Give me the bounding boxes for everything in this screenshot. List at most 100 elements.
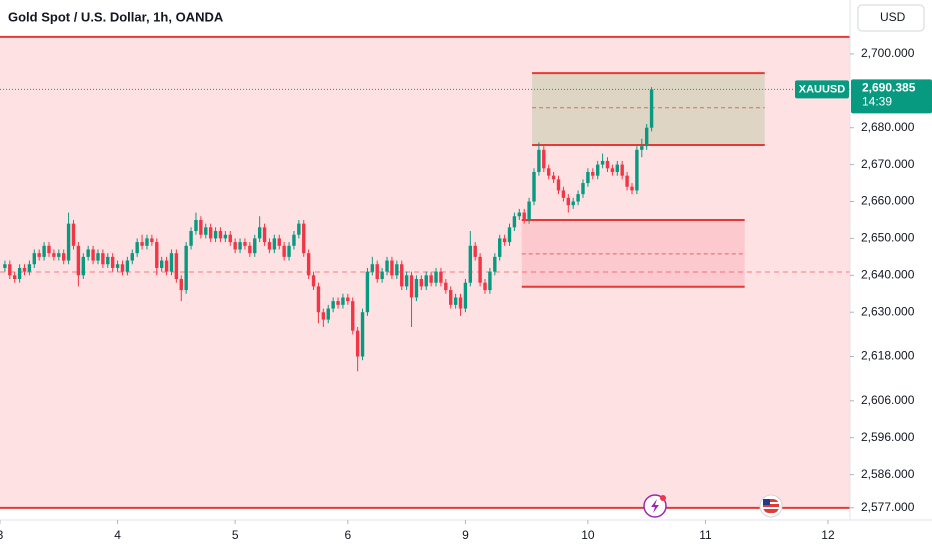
candle-body — [404, 275, 409, 287]
chart-title: Gold Spot / U.S. Dollar, 1h, OANDA — [8, 9, 224, 24]
candle-body — [150, 238, 154, 243]
candle-body — [649, 89, 654, 128]
candle-body — [145, 238, 149, 246]
zone — [521, 219, 745, 287]
candle-body — [615, 164, 619, 172]
y-tick-label: 2,680.000 — [861, 120, 915, 134]
candle-body — [595, 164, 600, 176]
symbol-label: XAUUSD — [799, 83, 846, 95]
candle-body — [463, 282, 468, 309]
zone — [532, 73, 765, 146]
candle-body — [507, 227, 512, 243]
event-flag[interactable] — [759, 494, 783, 518]
x-tick-label: 10 — [581, 528, 595, 542]
candle-body — [130, 253, 134, 261]
candle-body — [120, 264, 125, 272]
candle-body — [341, 297, 345, 305]
candle-body — [635, 149, 639, 191]
candle-body — [140, 242, 144, 246]
event-icon[interactable] — [643, 494, 667, 518]
candle-body — [346, 297, 350, 302]
candle-body — [101, 253, 105, 265]
y-tick-label: 2,606.000 — [861, 393, 915, 407]
candle-body — [542, 149, 546, 169]
candle-body — [630, 186, 634, 191]
candle-body — [91, 249, 95, 261]
candle-body — [566, 197, 570, 206]
candle-body — [277, 238, 281, 246]
labels-layer: 2,700.000 2,680.000 2,670.000 2,660.000 2,65… — [0, 46, 932, 542]
candle-body — [164, 260, 169, 272]
event-flag-canton[interactable] — [763, 499, 770, 505]
candle-body — [400, 264, 404, 287]
candle-body — [199, 219, 203, 235]
y-tick-label: 2,700.000 — [861, 46, 915, 60]
candle-body — [527, 201, 531, 220]
candle-body — [76, 245, 81, 276]
candle-body — [32, 253, 36, 265]
candle-body — [640, 146, 644, 150]
event-icon-dot[interactable] — [660, 495, 666, 501]
candle-body — [194, 219, 198, 232]
candle-body — [493, 256, 497, 272]
candle-body — [556, 179, 561, 191]
candle-body — [238, 242, 242, 250]
candle-body — [8, 264, 12, 276]
candle-body — [287, 245, 291, 257]
symbol-label-bg — [795, 80, 849, 99]
x-tick-label: 6 — [344, 528, 351, 542]
candle-body — [135, 242, 139, 254]
y-tick-label: 2,586.000 — [861, 467, 915, 481]
candle-body — [316, 286, 321, 313]
candle-body — [458, 297, 463, 309]
candle-body — [395, 264, 399, 276]
candle-body — [208, 227, 213, 239]
x-tick-label: 9 — [462, 528, 469, 542]
background-layer — [0, 35, 850, 509]
candle-body — [591, 171, 595, 176]
candle-body — [409, 275, 414, 298]
candle-body — [444, 282, 448, 291]
currency-button[interactable] — [857, 4, 925, 32]
event-flag-stripe[interactable] — [763, 507, 779, 509]
candle-body — [22, 267, 27, 272]
candle-body — [272, 238, 277, 250]
candle-body — [282, 245, 286, 257]
candle-body — [52, 253, 56, 257]
candle-body — [605, 160, 610, 169]
candle-body — [351, 301, 355, 331]
candle-body — [502, 238, 507, 243]
x-tick-label: 5 — [232, 528, 239, 542]
currency-label[interactable]: USD — [880, 10, 906, 24]
event-icon-bolt[interactable] — [651, 499, 659, 513]
candle-body — [243, 242, 247, 246]
y-tick-label: 2,670.000 — [861, 157, 915, 171]
candle-body — [169, 253, 174, 272]
candle-body — [223, 234, 228, 239]
candle-body — [321, 312, 326, 320]
candle-body — [311, 275, 316, 287]
candle-body — [414, 279, 419, 298]
candle-body — [532, 171, 536, 202]
candle-body — [302, 223, 306, 254]
candle-body — [233, 242, 237, 250]
candle-body — [561, 190, 566, 198]
y-tick-label: 2,630.000 — [861, 304, 915, 318]
candle-body — [96, 253, 100, 261]
x-tick-label: 4 — [114, 528, 121, 542]
candle-body — [267, 242, 272, 250]
candle-body — [66, 223, 71, 261]
candle-body — [644, 127, 649, 147]
y-tick-label: 2,640.000 — [861, 267, 915, 281]
candle-body — [551, 175, 556, 180]
candle-body — [571, 201, 575, 206]
candle-body — [17, 267, 22, 280]
candle-body — [429, 275, 433, 283]
candle-body — [292, 234, 296, 246]
event-flag-stripe[interactable] — [763, 502, 779, 504]
candle-body — [213, 231, 218, 239]
candle-body — [512, 216, 517, 228]
candle-body — [468, 245, 473, 283]
candle-body — [61, 253, 66, 261]
